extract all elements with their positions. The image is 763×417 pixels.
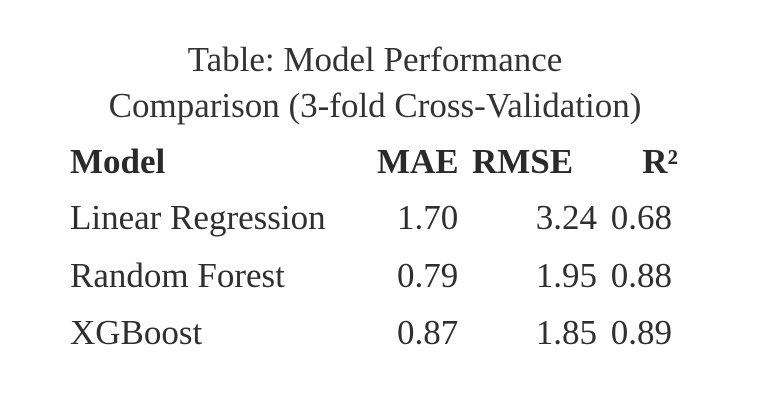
header-model: Model bbox=[70, 142, 166, 181]
table-caption-line-1: Table: Model Performance bbox=[187, 40, 563, 79]
table-cell-rmse: 1.95 bbox=[535, 256, 597, 295]
table-cell-mae: 0.87 bbox=[397, 313, 459, 352]
table-cell-r2: 0.68 bbox=[610, 198, 672, 237]
table-cell-model: XGBoost bbox=[70, 313, 203, 352]
table-cell-model: Random Forest bbox=[70, 256, 285, 295]
table-cell-mae: 0.79 bbox=[397, 256, 459, 295]
table-cell-model: Linear Regression bbox=[70, 198, 326, 237]
table-caption-line-2: Comparison (3-fold Cross-Validation) bbox=[108, 86, 642, 125]
table-cell-rmse: 1.85 bbox=[535, 313, 597, 352]
header-r2: R² bbox=[642, 142, 678, 181]
table-cell-mae: 1.70 bbox=[397, 198, 459, 237]
table-cell-r2: 0.88 bbox=[610, 256, 672, 295]
header-mae: MAE bbox=[377, 142, 459, 181]
table-cell-rmse: 3.24 bbox=[535, 198, 597, 237]
header-rmse: RMSE bbox=[472, 142, 574, 181]
table-cell-r2: 0.89 bbox=[610, 313, 672, 352]
